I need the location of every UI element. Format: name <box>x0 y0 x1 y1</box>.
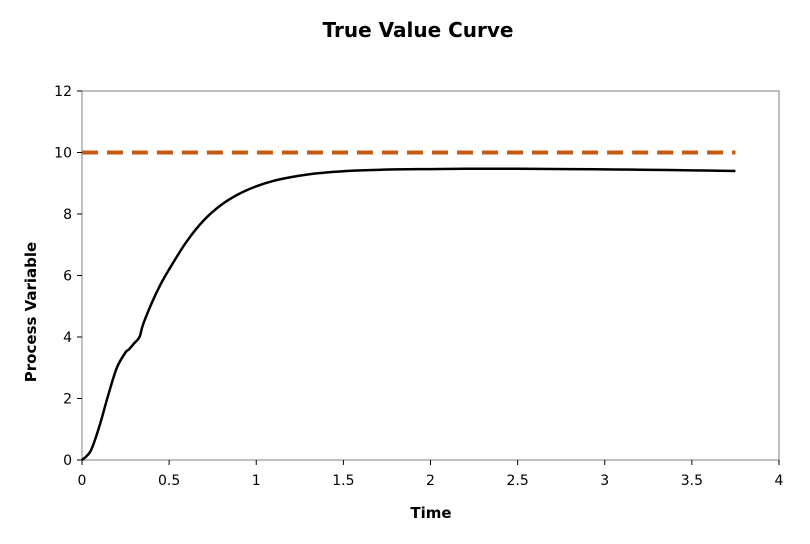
y-tick-label: 6 <box>63 269 72 285</box>
x-tick-label: 0.5 <box>158 473 180 489</box>
y-tick-label: 4 <box>63 330 72 346</box>
x-tick-label: 3.5 <box>681 473 703 489</box>
x-tick-label: 3 <box>600 473 609 489</box>
y-tick-label: 10 <box>54 146 72 162</box>
x-tick-label: 4 <box>775 473 784 489</box>
x-axis-ticks: 0 0.5 1 1.5 2 2.5 3 3.5 4 <box>78 460 784 489</box>
x-tick-label: 1 <box>252 473 261 489</box>
y-tick-label: 12 <box>54 84 72 100</box>
y-axis-ticks: 0 2 4 6 8 10 12 <box>54 84 82 469</box>
x-tick-label: 1.5 <box>332 473 354 489</box>
x-axis-title: Time <box>410 504 451 522</box>
x-tick-label: 0 <box>78 473 87 489</box>
plot-area <box>81 90 780 461</box>
x-tick-label: 2.5 <box>506 473 528 489</box>
process-variable-line <box>81 167 736 461</box>
y-axis-title: Process Variable <box>22 242 40 382</box>
y-tick-label: 2 <box>63 392 72 408</box>
y-tick-label: 8 <box>63 207 72 223</box>
x-tick-label: 2 <box>426 473 435 489</box>
y-tick-label: 0 <box>63 453 72 469</box>
series-layer <box>81 150 736 461</box>
chart-title: True Value Curve <box>322 18 514 42</box>
